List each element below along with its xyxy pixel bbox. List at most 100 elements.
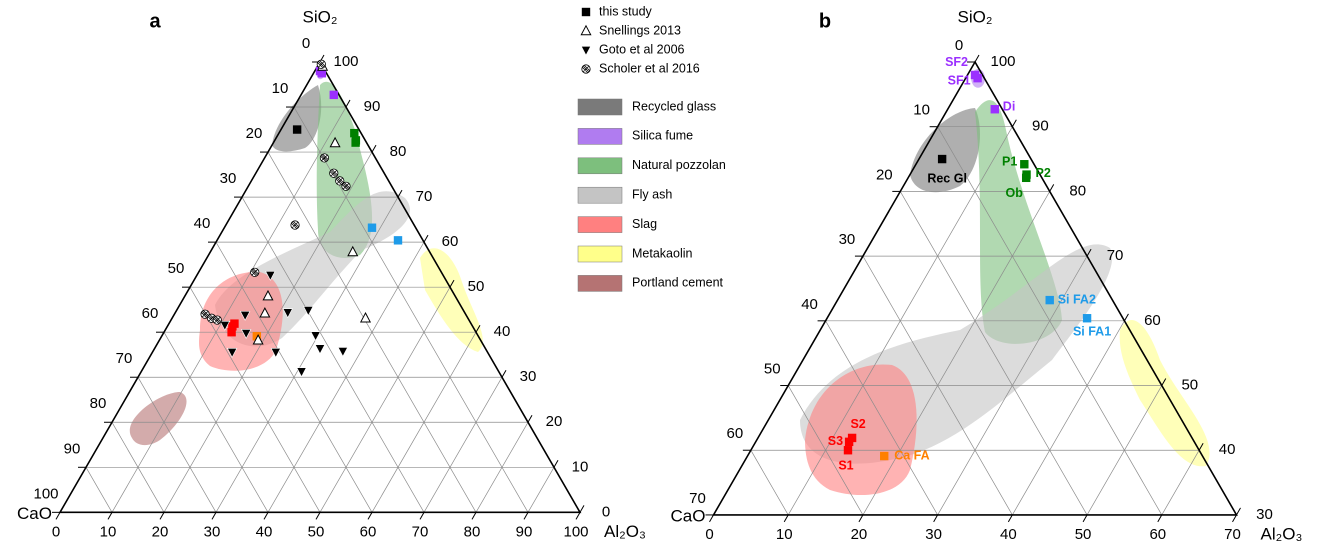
left-tick-label: 90	[64, 440, 81, 457]
marker-triangle-down	[303, 306, 314, 316]
right-tick-label: 40	[494, 323, 511, 340]
marker-triangle	[580, 24, 592, 36]
marker-square	[228, 322, 237, 331]
right-tick-label: 30	[1256, 506, 1273, 523]
region	[420, 248, 483, 352]
tick-mark	[1198, 442, 1204, 451]
marker-square	[252, 332, 262, 341]
left-tick-label: 20	[246, 125, 263, 142]
tick-mark	[501, 369, 507, 378]
marker-square	[843, 446, 853, 455]
legend-label: Silica fume	[632, 129, 693, 143]
marker-square	[937, 154, 947, 164]
right-tick-label: 100	[990, 53, 1015, 70]
point-label: SF2	[945, 55, 968, 69]
right-tick-label: 10	[572, 458, 589, 475]
bottom-tick-label: 30	[925, 526, 942, 543]
bottom-tick-label: 0	[705, 526, 713, 543]
grid-line	[137, 377, 217, 513]
grid-line	[111, 106, 347, 513]
triangle-frame	[712, 60, 1238, 516]
right-tick-label: 80	[1069, 182, 1086, 199]
point-label: Ob	[1005, 186, 1023, 200]
tick-mark	[1236, 507, 1241, 516]
bottom-tick-label: 70	[1224, 526, 1241, 543]
marker-circle-x	[290, 220, 300, 230]
tick-mark	[449, 279, 455, 288]
tick-mark	[783, 514, 789, 523]
right-tick-label: 60	[442, 233, 459, 250]
legend-swatch	[577, 245, 623, 263]
left-tick-label: 20	[876, 166, 893, 183]
marker-square	[351, 138, 360, 147]
bottom-tick-label: 100	[563, 523, 588, 540]
grid-line	[750, 450, 789, 516]
right-tick-label: 30	[520, 368, 537, 385]
right-tick-label: 0	[602, 503, 610, 520]
marker-square	[880, 451, 889, 461]
left-tick-label: 50	[764, 360, 781, 377]
legend-swatch	[577, 128, 623, 145]
marker-square	[844, 437, 854, 447]
marker-triangle-down	[580, 46, 592, 56]
tick-mark	[1157, 514, 1163, 523]
legend-swatch	[577, 98, 623, 116]
tick-mark	[263, 512, 269, 520]
bottom-tick-label: 90	[516, 523, 533, 540]
marker-square	[329, 90, 338, 100]
grid-line	[1012, 320, 1125, 516]
point-label: Rec Gl	[927, 171, 967, 185]
region	[199, 271, 283, 371]
tick-mark	[1161, 378, 1167, 386]
marker-triangle	[347, 245, 359, 257]
marker-square	[973, 73, 982, 83]
right-tick-label: 90	[1032, 118, 1049, 135]
point-label: S3	[828, 434, 843, 448]
right-tick-label: 60	[1144, 312, 1161, 329]
tick-mark	[553, 460, 559, 468]
right-tick-label: 100	[333, 53, 358, 70]
marker-square	[1045, 295, 1054, 305]
right-tick-label: 40	[1219, 441, 1236, 458]
grid-line	[215, 196, 399, 513]
point-label: SF1	[948, 73, 971, 87]
bottom-tick-label: 10	[100, 523, 117, 540]
bottom-tick-label: 10	[776, 526, 793, 543]
grid-line	[319, 286, 451, 513]
legend-label: Slag	[632, 217, 657, 231]
grid-line	[527, 467, 555, 513]
marker-square	[227, 327, 236, 337]
marker-circle-x	[316, 59, 326, 69]
grid-line	[862, 191, 1051, 516]
marker-triangle-down	[240, 329, 252, 339]
marker-square	[292, 125, 302, 134]
grid-line	[241, 196, 425, 513]
legend-label: Portland cement	[632, 276, 724, 290]
marker-triangle	[262, 289, 274, 301]
tick-mark	[397, 189, 403, 198]
bottom-tick-label: 60	[1149, 526, 1166, 543]
marker-triangle-down	[296, 367, 307, 378]
tick-mark	[579, 505, 585, 513]
bottom-tick-label: 30	[204, 523, 221, 540]
marker-circle-x	[250, 267, 260, 277]
tick-mark	[55, 512, 61, 520]
marker-square	[581, 7, 591, 17]
left-tick-label: 0	[302, 35, 310, 52]
tick-mark	[933, 514, 939, 523]
legend-label: Goto et al 2006	[599, 42, 685, 56]
tick-mark	[345, 99, 351, 108]
legend-swatch	[577, 275, 623, 292]
tick-mark	[974, 54, 980, 63]
tick-mark	[1007, 514, 1013, 523]
right-tick-label: 80	[390, 143, 407, 160]
bottom-tick-label: 60	[360, 523, 377, 540]
marker-triangle	[259, 307, 271, 318]
legend-label: Scholer et al 2016	[599, 61, 700, 75]
right-tick-label: 50	[1181, 376, 1198, 393]
bottom-tick-label: 0	[52, 523, 60, 540]
legend-swatch	[577, 186, 623, 204]
tick-mark	[371, 144, 377, 153]
left-tick-label: 40	[194, 215, 211, 232]
tick-mark	[107, 512, 113, 520]
